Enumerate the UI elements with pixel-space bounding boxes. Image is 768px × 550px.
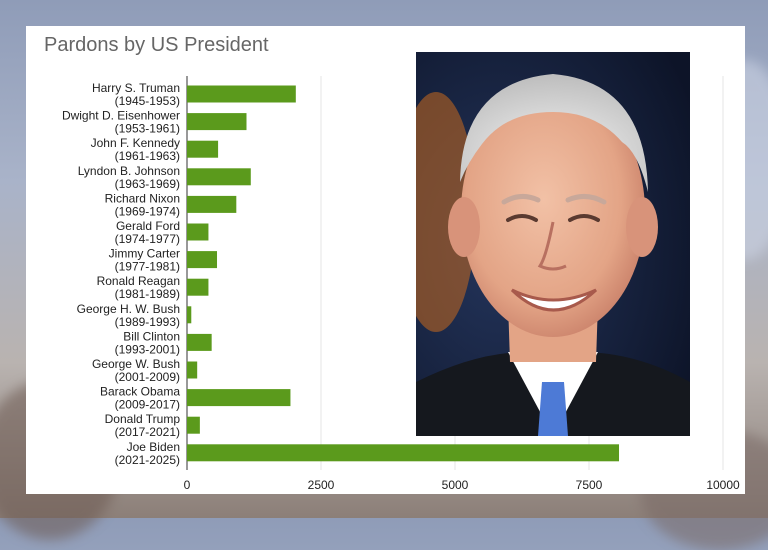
category-label: Dwight D. Eisenhower <box>62 109 180 123</box>
category-label: Richard Nixon <box>105 191 180 205</box>
category-label: Lyndon B. Johnson <box>78 164 180 178</box>
bar <box>187 168 251 186</box>
bar <box>187 140 219 158</box>
category-label: (2021-2025) <box>115 453 180 467</box>
category-label: (2009-2017) <box>115 398 180 412</box>
bar <box>187 195 237 213</box>
bar <box>187 333 212 351</box>
category-label: (1974-1977) <box>115 232 180 246</box>
bar <box>187 251 218 269</box>
bar-chart: Harry S. Truman(1945-1953)Dwight D. Eise… <box>62 76 740 492</box>
bar <box>187 278 209 296</box>
bar <box>187 444 620 462</box>
category-label: (1945-1953) <box>115 94 180 108</box>
category-label: Gerald Ford <box>116 219 180 233</box>
bar <box>187 361 198 379</box>
category-label: Barack Obama <box>100 385 180 399</box>
bar <box>187 113 247 131</box>
category-label: (1981-1989) <box>115 287 180 301</box>
category-label: John F. Kennedy <box>91 136 180 150</box>
category-label: (2001-2009) <box>115 370 180 384</box>
category-label: (1989-1993) <box>115 315 180 329</box>
category-label: (1953-1961) <box>115 122 180 136</box>
x-tick-label: 5000 <box>442 478 469 492</box>
x-tick-label: 7500 <box>576 478 603 492</box>
category-label: (1969-1974) <box>115 204 180 218</box>
bar <box>187 416 200 434</box>
bar <box>187 389 291 407</box>
x-tick-label: 2500 <box>308 478 335 492</box>
category-label: Donald Trump <box>105 412 181 426</box>
category-label: George W. Bush <box>92 357 180 371</box>
category-label: Jimmy Carter <box>109 247 180 261</box>
category-label: (1977-1981) <box>115 260 180 274</box>
chart-title: Pardons by US President <box>44 34 269 56</box>
bar <box>187 223 209 241</box>
x-tick-label: 10000 <box>706 478 740 492</box>
category-label: Harry S. Truman <box>92 81 180 95</box>
bar <box>187 306 192 324</box>
category-label: (1961-1963) <box>115 149 180 163</box>
category-label: Bill Clinton <box>123 329 180 343</box>
category-label: George H. W. Bush <box>77 302 180 316</box>
portrait-photo <box>416 52 690 436</box>
category-label: (1993-2001) <box>115 342 180 356</box>
category-label: (2017-2021) <box>115 425 180 439</box>
category-label: Ronald Reagan <box>97 274 180 288</box>
bar <box>187 85 296 103</box>
category-label: Joe Biden <box>127 440 180 454</box>
x-tick-label: 0 <box>184 478 191 492</box>
portrait-illustration <box>416 52 690 436</box>
category-label: (1963-1969) <box>115 177 180 191</box>
